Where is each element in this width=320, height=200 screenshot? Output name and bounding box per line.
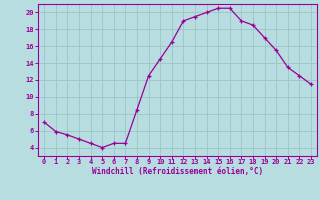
X-axis label: Windchill (Refroidissement éolien,°C): Windchill (Refroidissement éolien,°C)	[92, 167, 263, 176]
